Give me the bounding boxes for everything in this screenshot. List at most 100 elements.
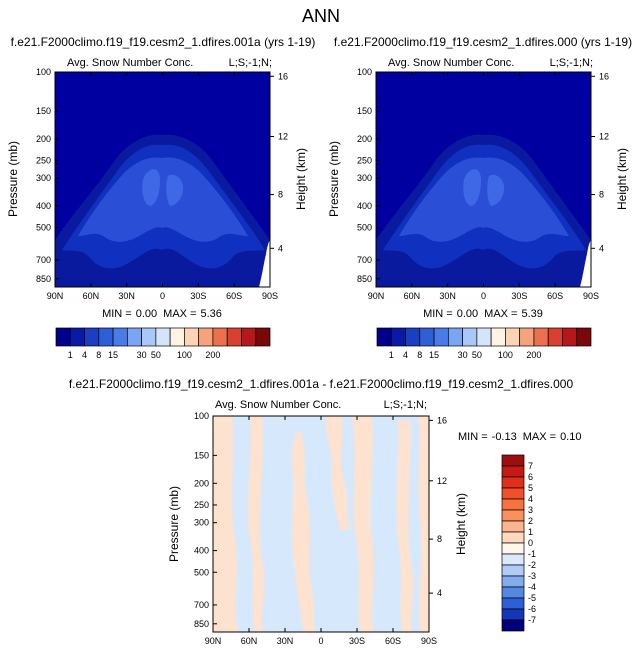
colorbar-swatch	[501, 454, 525, 467]
panel-2-stats: MIN = 0.00 MAX = 5.39	[423, 308, 543, 320]
y-tick-label: 700	[357, 255, 372, 265]
colorbar-label: 15	[429, 350, 439, 360]
y-right-tick-label: 16	[437, 415, 447, 425]
colorbar-label: -4	[528, 582, 536, 592]
diff-positive-region	[418, 416, 429, 632]
y-tick-label: 150	[194, 450, 209, 460]
y-right-tick-label: 12	[599, 132, 609, 142]
colorbar-swatch	[501, 586, 525, 599]
x-tick-label: 60S	[226, 291, 242, 301]
y-tick-label: 700	[36, 255, 51, 265]
colorbar-label: 0	[528, 538, 533, 548]
colorbar-label: -6	[528, 604, 536, 614]
y-tick-label: 300	[194, 518, 209, 528]
y-tick-label: 150	[357, 106, 372, 116]
panel-1-colorbar: 1 4 8 15 30 50 100 200	[55, 327, 271, 360]
y-tick-label: 200	[36, 134, 51, 144]
colorbar-label: 30	[137, 350, 147, 360]
colorbar-swatch	[501, 619, 525, 632]
y-right-tick-label: 4	[599, 243, 604, 253]
colorbar-swatch	[505, 327, 521, 347]
y-tick-label: 150	[36, 106, 51, 116]
panel-1: f.e21.F2000climo.f19_f19.cesm2_1.dfires.…	[6, 35, 315, 360]
x-tick-label: 0	[318, 636, 323, 646]
x-tick-label: 60S	[385, 636, 401, 646]
y-right-tick-label: 8	[278, 190, 283, 200]
y-tick-label: 250	[194, 500, 209, 510]
contour-level-4	[142, 169, 184, 206]
contour-white-corner	[259, 240, 270, 287]
colorbar-swatch	[376, 327, 392, 347]
y-right-tick-label: 4	[437, 588, 442, 598]
colorbar-label: 30	[458, 350, 468, 360]
y-tick-label: 700	[194, 600, 209, 610]
colorbar-swatch	[501, 608, 525, 621]
diff-positive-region	[396, 420, 414, 632]
contour-white-corner	[580, 240, 591, 287]
panel-3-ylabel-left: Pressure (mb)	[167, 486, 181, 562]
colorbar-swatch	[501, 553, 525, 566]
colorbar-swatch	[447, 327, 463, 347]
panel-1-stats: MIN = 0.00 MAX = 5.36	[102, 308, 222, 320]
x-tick-label: 30N	[118, 291, 135, 301]
contour-level-4	[463, 169, 505, 206]
colorbar-swatch	[501, 509, 525, 522]
colorbar-label: 8	[417, 350, 422, 360]
colorbar-swatch	[241, 327, 257, 347]
colorbar-label: 3	[528, 505, 533, 515]
colorbar-swatch	[198, 327, 214, 347]
colorbar-swatch	[112, 327, 128, 347]
x-tick-label: 90S	[583, 291, 599, 301]
y-tick-label: 100	[194, 411, 209, 421]
x-tick-label: 90N	[368, 291, 385, 301]
panel-1-ylabel-left: Pressure (mb)	[6, 141, 20, 217]
colorbar-swatch	[501, 575, 525, 588]
x-tick-label: 90S	[262, 291, 278, 301]
colorbar-swatch	[501, 498, 525, 511]
panel-1-subtitle-right: L;S;-1;N;	[229, 57, 272, 69]
colorbar-label: -5	[528, 593, 536, 603]
colorbar-label: 15	[108, 350, 118, 360]
colorbar-label: 100	[177, 350, 192, 360]
diff-positive-region	[325, 416, 350, 530]
colorbar-swatch	[212, 327, 228, 347]
panel-2-subtitle-left: Avg. Snow Number Conc.	[388, 57, 514, 69]
x-tick-label: 90N	[205, 636, 222, 646]
y-tick-label: 850	[194, 619, 209, 629]
colorbar-swatch	[69, 327, 85, 347]
x-tick-label: 30S	[511, 291, 527, 301]
colorbar-label: 7	[528, 461, 533, 471]
colorbar-swatch	[84, 327, 100, 347]
y-tick-label: 400	[36, 201, 51, 211]
x-tick-label: 90S	[421, 636, 437, 646]
y-tick-label: 300	[36, 173, 51, 183]
colorbar-swatch	[501, 476, 525, 489]
page-title: ANN	[302, 6, 340, 26]
colorbar-label: -7	[528, 615, 536, 625]
x-tick-label: 60S	[547, 291, 563, 301]
x-tick-label: 60N	[83, 291, 100, 301]
panel-2-contours	[376, 72, 591, 287]
colorbar-swatch	[462, 327, 478, 347]
y-tick-label: 200	[194, 478, 209, 488]
colorbar-label: 50	[472, 350, 482, 360]
panel-3-subtitle-left: Avg. Snow Number Conc.	[215, 399, 341, 411]
panel-3-subtitle-right: L;S;-1;N;	[384, 399, 427, 411]
colorbar-swatch	[547, 327, 563, 347]
x-tick-label: 60N	[241, 636, 258, 646]
colorbar-label: -3	[528, 571, 536, 581]
colorbar-label: 4	[403, 350, 408, 360]
y-tick-label: 200	[357, 134, 372, 144]
colorbar-swatch	[169, 327, 185, 347]
colorbar-label: 4	[82, 350, 87, 360]
colorbar-swatch	[226, 327, 242, 347]
panel-2-ticks: 90N 60N 30N 0 30S 60S 90S 100 150 200 250 300 400 500…	[357, 67, 609, 301]
y-tick-label: 100	[36, 67, 51, 77]
colorbar-swatch	[155, 327, 171, 347]
colorbar-swatch	[476, 327, 492, 347]
colorbar-label: 200	[205, 350, 220, 360]
panel-2-title: f.e21.F2000climo.f19_f19.cesm2_1.dfires.…	[334, 35, 632, 49]
y-tick-label: 250	[357, 156, 372, 166]
panel-3-title: f.e21.F2000climo.f19_f19.cesm2_1.dfires.…	[69, 377, 574, 391]
colorbar-swatch	[501, 531, 525, 544]
